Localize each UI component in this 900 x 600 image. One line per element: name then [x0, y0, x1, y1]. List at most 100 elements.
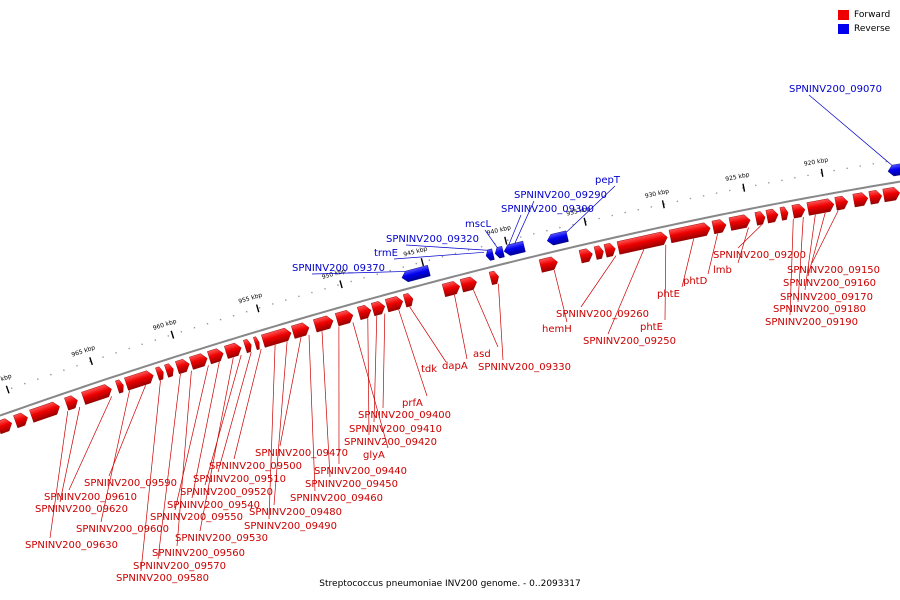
- forward-feature[interactable]: [791, 203, 806, 219]
- forward-feature[interactable]: [64, 394, 79, 411]
- forward-feature[interactable]: [115, 379, 125, 394]
- forward-gene-label[interactable]: SPNINV200_09260: [556, 309, 649, 320]
- forward-gene-label[interactable]: SPNINV200_09400: [358, 410, 451, 421]
- reverse-feature[interactable]: [485, 248, 495, 261]
- forward-feature[interactable]: [164, 363, 175, 378]
- reverse-gene-label[interactable]: pepT: [595, 175, 621, 186]
- forward-gene-label[interactable]: SPNINV200_09200: [713, 250, 806, 261]
- forward-gene-label[interactable]: SPNINV200_09480: [249, 507, 342, 518]
- forward-feature[interactable]: [243, 339, 253, 354]
- forward-feature[interactable]: [852, 192, 869, 208]
- forward-feature[interactable]: [765, 208, 779, 224]
- forward-feature[interactable]: [616, 231, 669, 255]
- forward-gene-label[interactable]: asd: [473, 349, 491, 360]
- forward-feature[interactable]: [13, 411, 29, 429]
- forward-gene-label[interactable]: SPNINV200_09150: [787, 265, 880, 276]
- forward-feature[interactable]: [313, 314, 335, 333]
- reverse-gene-label[interactable]: SPNINV200_09070: [789, 84, 882, 95]
- forward-feature[interactable]: [261, 327, 293, 348]
- forward-gene-label[interactable]: SPNINV200_09590: [84, 478, 177, 489]
- forward-feature[interactable]: [81, 383, 113, 405]
- forward-gene-label[interactable]: glyA: [363, 450, 385, 461]
- reverse-feature[interactable]: [494, 246, 505, 259]
- reverse-feature[interactable]: [503, 240, 526, 257]
- forward-gene-label[interactable]: SPNINV200_09470: [255, 448, 348, 459]
- forward-feature[interactable]: [578, 248, 594, 264]
- forward-feature[interactable]: [441, 280, 461, 298]
- forward-gene-label[interactable]: SPNINV200_09620: [35, 504, 128, 515]
- forward-gene-label[interactable]: SPNINV200_09500: [209, 461, 302, 472]
- reverse-gene-label[interactable]: mscL: [465, 219, 491, 230]
- forward-gene-label[interactable]: SPNINV200_09630: [25, 540, 118, 551]
- forward-feature[interactable]: [189, 352, 209, 370]
- forward-gene-label[interactable]: SPNINV200_09420: [344, 437, 437, 448]
- forward-gene-label[interactable]: phtD: [683, 276, 708, 287]
- reverse-gene-label[interactable]: trmE: [374, 248, 398, 259]
- reverse-gene-label[interactable]: SPNINV200_09300: [501, 204, 594, 215]
- forward-gene-label[interactable]: SPNINV200_09330: [478, 362, 571, 373]
- forward-feature[interactable]: [253, 336, 261, 351]
- forward-gene-label[interactable]: SPNINV200_09490: [244, 521, 337, 532]
- forward-gene-label[interactable]: lmb: [713, 265, 732, 276]
- forward-feature[interactable]: [806, 198, 835, 216]
- forward-feature[interactable]: [29, 400, 61, 423]
- forward-gene-label[interactable]: hemH: [542, 324, 572, 335]
- forward-feature[interactable]: [291, 321, 311, 339]
- forward-gene-label[interactable]: SPNINV200_09180: [773, 304, 866, 315]
- reverse-gene-label[interactable]: SPNINV200_09320: [386, 234, 479, 245]
- forward-feature[interactable]: [370, 300, 386, 317]
- forward-gene-label[interactable]: SPNINV200_09610: [44, 492, 137, 503]
- forward-gene-label[interactable]: SPNINV200_09170: [780, 292, 873, 303]
- forward-feature[interactable]: [711, 218, 728, 235]
- forward-gene-label[interactable]: SPNINV200_09530: [175, 533, 268, 544]
- forward-feature[interactable]: [779, 206, 789, 221]
- forward-feature[interactable]: [0, 417, 14, 435]
- forward-gene-label[interactable]: SPNINV200_09160: [783, 278, 876, 289]
- forward-feature[interactable]: [384, 295, 404, 313]
- forward-feature[interactable]: [175, 358, 191, 375]
- forward-gene-label[interactable]: SPNINV200_09410: [349, 424, 442, 435]
- forward-feature[interactable]: [459, 276, 478, 293]
- forward-feature[interactable]: [207, 347, 225, 365]
- reverse-feature[interactable]: [887, 163, 900, 177]
- leader-line: [811, 210, 839, 264]
- forward-gene-label[interactable]: SPNINV200_09460: [290, 493, 383, 504]
- forward-feature[interactable]: [668, 222, 712, 244]
- forward-feature[interactable]: [402, 292, 414, 308]
- forward-gene-label[interactable]: SPNINV200_09580: [116, 573, 209, 584]
- forward-feature[interactable]: [882, 186, 900, 203]
- forward-gene-label[interactable]: SPNINV200_09540: [167, 500, 260, 511]
- forward-gene-label[interactable]: tdk: [421, 364, 437, 375]
- forward-gene-label[interactable]: SPNINV200_09250: [583, 336, 676, 347]
- forward-feature[interactable]: [357, 304, 372, 321]
- reverse-feature[interactable]: [546, 230, 569, 246]
- forward-feature[interactable]: [488, 270, 500, 286]
- forward-gene-label[interactable]: SPNINV200_09450: [305, 479, 398, 490]
- forward-feature[interactable]: [834, 195, 849, 211]
- forward-feature[interactable]: [728, 214, 752, 231]
- forward-gene-label[interactable]: SPNINV200_09520: [180, 487, 273, 498]
- forward-gene-label[interactable]: SPNINV200_09570: [133, 561, 226, 572]
- forward-gene-label[interactable]: SPNINV200_09550: [150, 512, 243, 523]
- forward-gene-label[interactable]: SPNINV200_09600: [76, 524, 169, 535]
- forward-gene-label[interactable]: SPNINV200_09560: [152, 548, 245, 559]
- forward-gene-label[interactable]: prfA: [402, 398, 423, 409]
- forward-gene-label[interactable]: dapA: [442, 361, 468, 372]
- forward-feature[interactable]: [334, 309, 355, 327]
- forward-feature[interactable]: [868, 189, 883, 205]
- forward-feature[interactable]: [155, 366, 165, 381]
- forward-feature[interactable]: [593, 245, 605, 260]
- forward-feature[interactable]: [538, 256, 559, 273]
- forward-feature[interactable]: [603, 242, 617, 258]
- forward-feature[interactable]: [124, 369, 155, 391]
- forward-feature[interactable]: [224, 342, 243, 359]
- forward-gene-label[interactable]: phtE: [640, 322, 663, 333]
- forward-feature[interactable]: [754, 211, 767, 226]
- forward-gene-label[interactable]: SPNINV200_09510: [193, 474, 286, 485]
- reverse-gene-label[interactable]: SPNINV200_09370: [292, 263, 385, 274]
- forward-gene-label[interactable]: SPNINV200_09190: [765, 317, 858, 328]
- forward-gene-label[interactable]: SPNINV200_09440: [314, 466, 407, 477]
- reverse-gene-label[interactable]: SPNINV200_09290: [514, 190, 607, 201]
- forward-gene-label[interactable]: phtE: [657, 289, 680, 300]
- reverse-feature[interactable]: [400, 265, 431, 283]
